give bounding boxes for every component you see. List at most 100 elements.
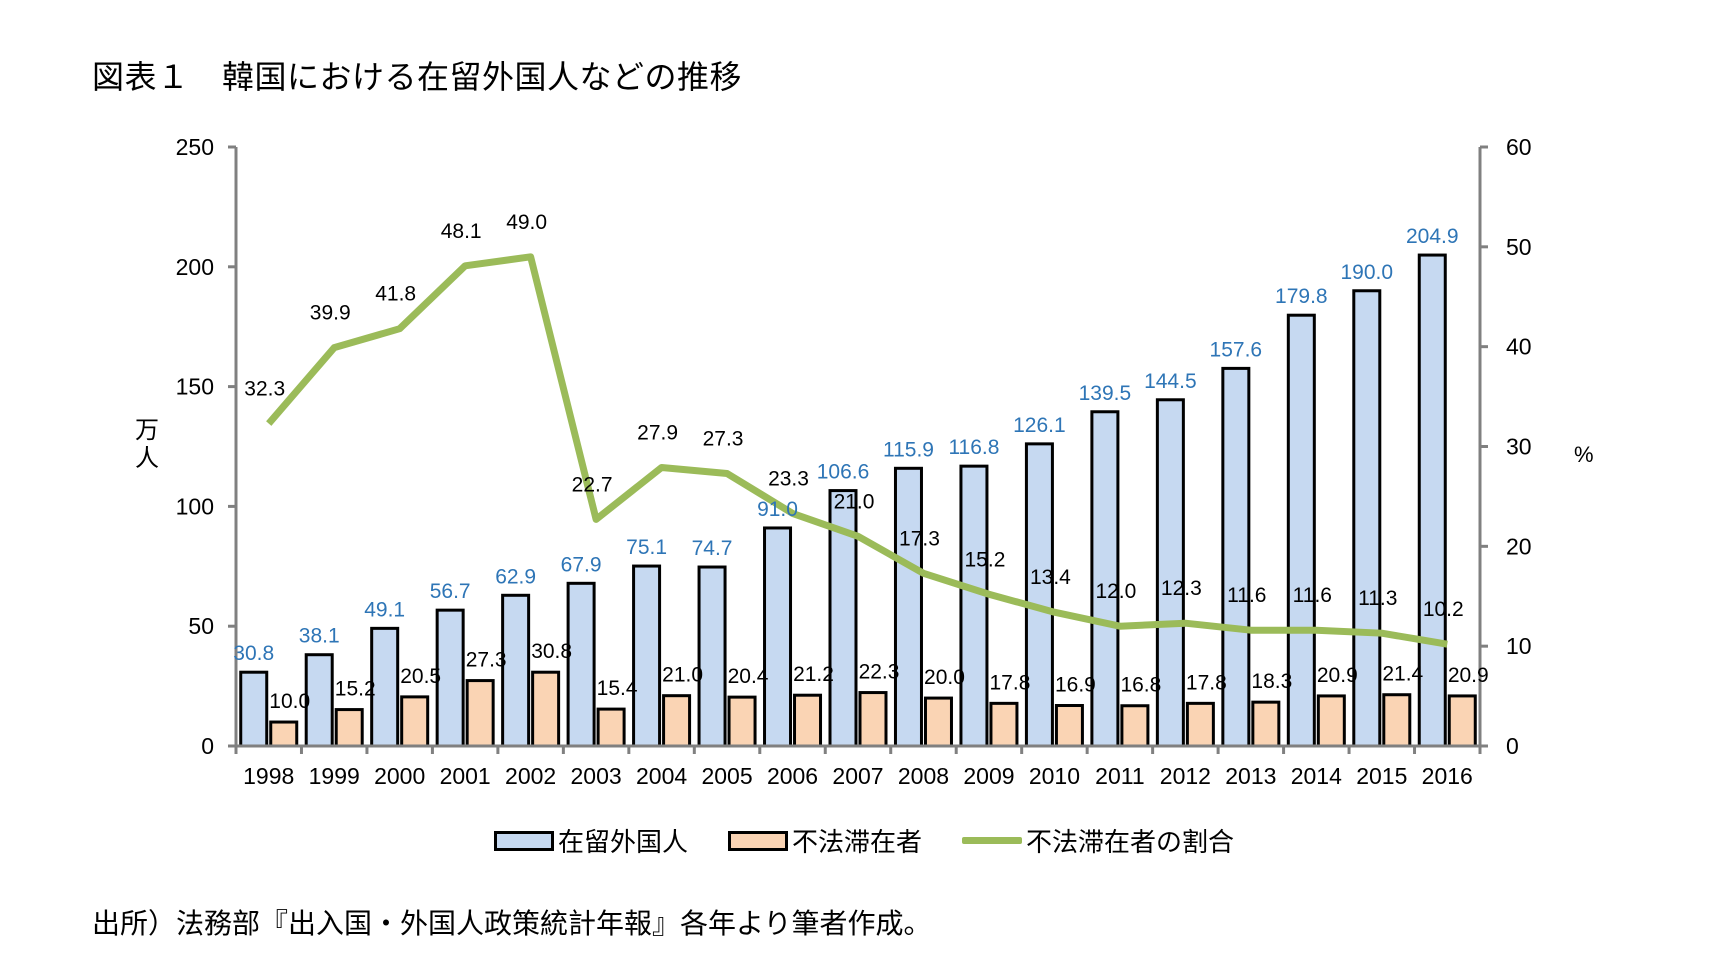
- legend-swatch-illegal-stayers: [727, 830, 788, 851]
- data-label-illegal-2005: 20.4: [728, 665, 769, 688]
- x-tick-label-2014: 2014: [1291, 763, 1342, 789]
- data-label-ratio-2000: 41.8: [375, 283, 416, 306]
- bar-illegal-stayers-2011: [1120, 704, 1150, 748]
- data-label-illegal-2013: 18.3: [1251, 670, 1292, 693]
- bar-foreign-residents-2012: [1155, 398, 1185, 748]
- data-label-foreign-1999: 38.1: [299, 625, 340, 648]
- data-label-foreign-2007: 106.6: [817, 461, 870, 484]
- data-label-illegal-2014: 20.9: [1317, 664, 1358, 687]
- x-tick-label-2001: 2001: [440, 763, 491, 789]
- legend-swatch-foreign-residents: [493, 830, 554, 851]
- source-note: 出所）法務部『出入国・外国人政策統計年報』各年より筆者作成。: [92, 907, 932, 940]
- x-tick-label-2004: 2004: [636, 763, 687, 789]
- bar-illegal-stayers-2008: [923, 696, 953, 748]
- bar-foreign-residents-2016: [1417, 253, 1447, 748]
- legend-swatch-ratio-line: [962, 837, 1022, 844]
- data-label-foreign-2012: 144.5: [1144, 370, 1197, 393]
- right-y-tick-label-10: 10: [1506, 633, 1532, 659]
- data-label-illegal-1999: 15.2: [335, 678, 376, 701]
- data-label-illegal-2001: 27.3: [466, 649, 507, 672]
- bar-illegal-stayers-2016: [1447, 694, 1477, 748]
- bar-foreign-residents-2002: [501, 593, 531, 748]
- left-y-tick-label-0: 0: [201, 733, 214, 759]
- x-tick-label-2016: 2016: [1422, 763, 1473, 789]
- data-label-ratio-2006: 23.3: [768, 467, 809, 490]
- x-tick-label-2003: 2003: [571, 763, 622, 789]
- bar-illegal-stayers-2004: [662, 694, 692, 748]
- chart-title: 図表１ 韓国における在留外国人などの推移: [92, 58, 743, 96]
- data-label-ratio-2014: 11.6: [1293, 584, 1332, 607]
- bar-foreign-residents-2010: [1024, 442, 1054, 748]
- legend-label: 不法滞在者: [791, 828, 922, 858]
- data-label-foreign-2003: 67.9: [561, 553, 602, 576]
- left-y-tick-label-150: 150: [176, 374, 214, 400]
- right-y-tick-label-40: 40: [1506, 334, 1532, 360]
- data-label-ratio-1999: 39.9: [310, 302, 351, 325]
- data-label-foreign-2016: 204.9: [1406, 225, 1459, 248]
- data-label-ratio-2015: 11.3: [1358, 587, 1397, 610]
- bar-foreign-residents-2006: [763, 526, 793, 748]
- bar-foreign-residents-2003: [566, 581, 596, 748]
- data-label-foreign-2008: 115.9: [883, 438, 934, 461]
- data-label-illegal-2008: 20.0: [924, 666, 965, 689]
- x-tick-label-2009: 2009: [963, 763, 1014, 789]
- right-y-tick-label-30: 30: [1506, 434, 1532, 460]
- bar-illegal-stayers-2010: [1054, 704, 1084, 748]
- right-y-tick-label-20: 20: [1506, 533, 1532, 559]
- right-y-tick-label-50: 50: [1506, 234, 1532, 260]
- data-label-ratio-2011: 12.0: [1095, 580, 1136, 603]
- bar-foreign-residents-2001: [435, 608, 465, 748]
- data-label-ratio-2001: 48.1: [441, 220, 482, 243]
- legend-label: 不法滞在者の割合: [1026, 828, 1235, 858]
- x-tick-label-2006: 2006: [767, 763, 818, 789]
- data-label-foreign-2004: 75.1: [626, 536, 667, 559]
- data-label-ratio-1998: 32.3: [244, 378, 285, 401]
- bar-foreign-residents-2013: [1221, 366, 1251, 748]
- data-label-illegal-2000: 20.5: [400, 665, 441, 688]
- data-label-ratio-2009: 15.2: [965, 548, 1006, 571]
- bar-foreign-residents-2009: [959, 464, 989, 748]
- bar-illegal-stayers-2005: [727, 695, 757, 748]
- bar-illegal-stayers-2009: [989, 701, 1019, 748]
- x-tick-label-2007: 2007: [832, 763, 883, 789]
- data-label-illegal-2007: 22.3: [859, 661, 900, 684]
- bar-illegal-stayers-2006: [793, 693, 823, 748]
- bar-illegal-stayers-2013: [1251, 700, 1281, 748]
- data-label-illegal-2006: 21.2: [793, 663, 834, 686]
- bar-illegal-stayers-2003: [596, 707, 626, 748]
- legend-label: 在留外国人: [557, 828, 688, 858]
- left-y-tick-label-250: 250: [176, 134, 214, 160]
- data-label-illegal-2010: 16.9: [1055, 674, 1096, 697]
- x-tick-label-2005: 2005: [701, 763, 752, 789]
- bar-illegal-stayers-2014: [1316, 694, 1346, 748]
- data-label-ratio-2013: 11.6: [1227, 584, 1266, 607]
- data-label-ratio-2003: 22.7: [572, 473, 613, 496]
- bar-illegal-stayers-1999: [334, 708, 364, 748]
- legend-item-foreign-residents: 在留外国人: [493, 822, 688, 859]
- legend-item-illegal-stayers: 不法滞在者: [727, 822, 922, 859]
- right-axis-label: %: [1574, 442, 1594, 467]
- left-y-tick-label-200: 200: [176, 254, 214, 280]
- data-label-illegal-2012: 17.8: [1186, 671, 1227, 694]
- data-label-ratio-2007: 21.0: [834, 490, 875, 513]
- bar-foreign-residents-2004: [632, 564, 662, 748]
- data-label-foreign-2013: 157.6: [1210, 338, 1263, 361]
- data-label-ratio-2004: 27.9: [637, 421, 678, 444]
- data-label-ratio-2010: 13.4: [1030, 566, 1071, 589]
- data-label-foreign-2001: 56.7: [430, 580, 471, 603]
- data-label-foreign-2006: 91.0: [757, 498, 798, 521]
- right-y-tick-label-60: 60: [1506, 134, 1532, 160]
- x-tick-label-2012: 2012: [1160, 763, 1211, 789]
- data-label-ratio-2012: 12.3: [1161, 577, 1202, 600]
- bar-foreign-residents-2005: [697, 565, 727, 748]
- bar-illegal-stayers-2007: [858, 691, 888, 748]
- bar-illegal-stayers-2001: [465, 679, 495, 748]
- x-tick-label-2013: 2013: [1225, 763, 1276, 789]
- bar-illegal-stayers-2012: [1185, 701, 1215, 748]
- bar-foreign-residents-2008: [893, 466, 923, 748]
- data-label-illegal-2003: 15.4: [597, 677, 638, 700]
- data-label-foreign-2002: 62.9: [495, 565, 536, 588]
- data-label-foreign-2005: 74.7: [692, 537, 733, 560]
- x-tick-label-2008: 2008: [898, 763, 949, 789]
